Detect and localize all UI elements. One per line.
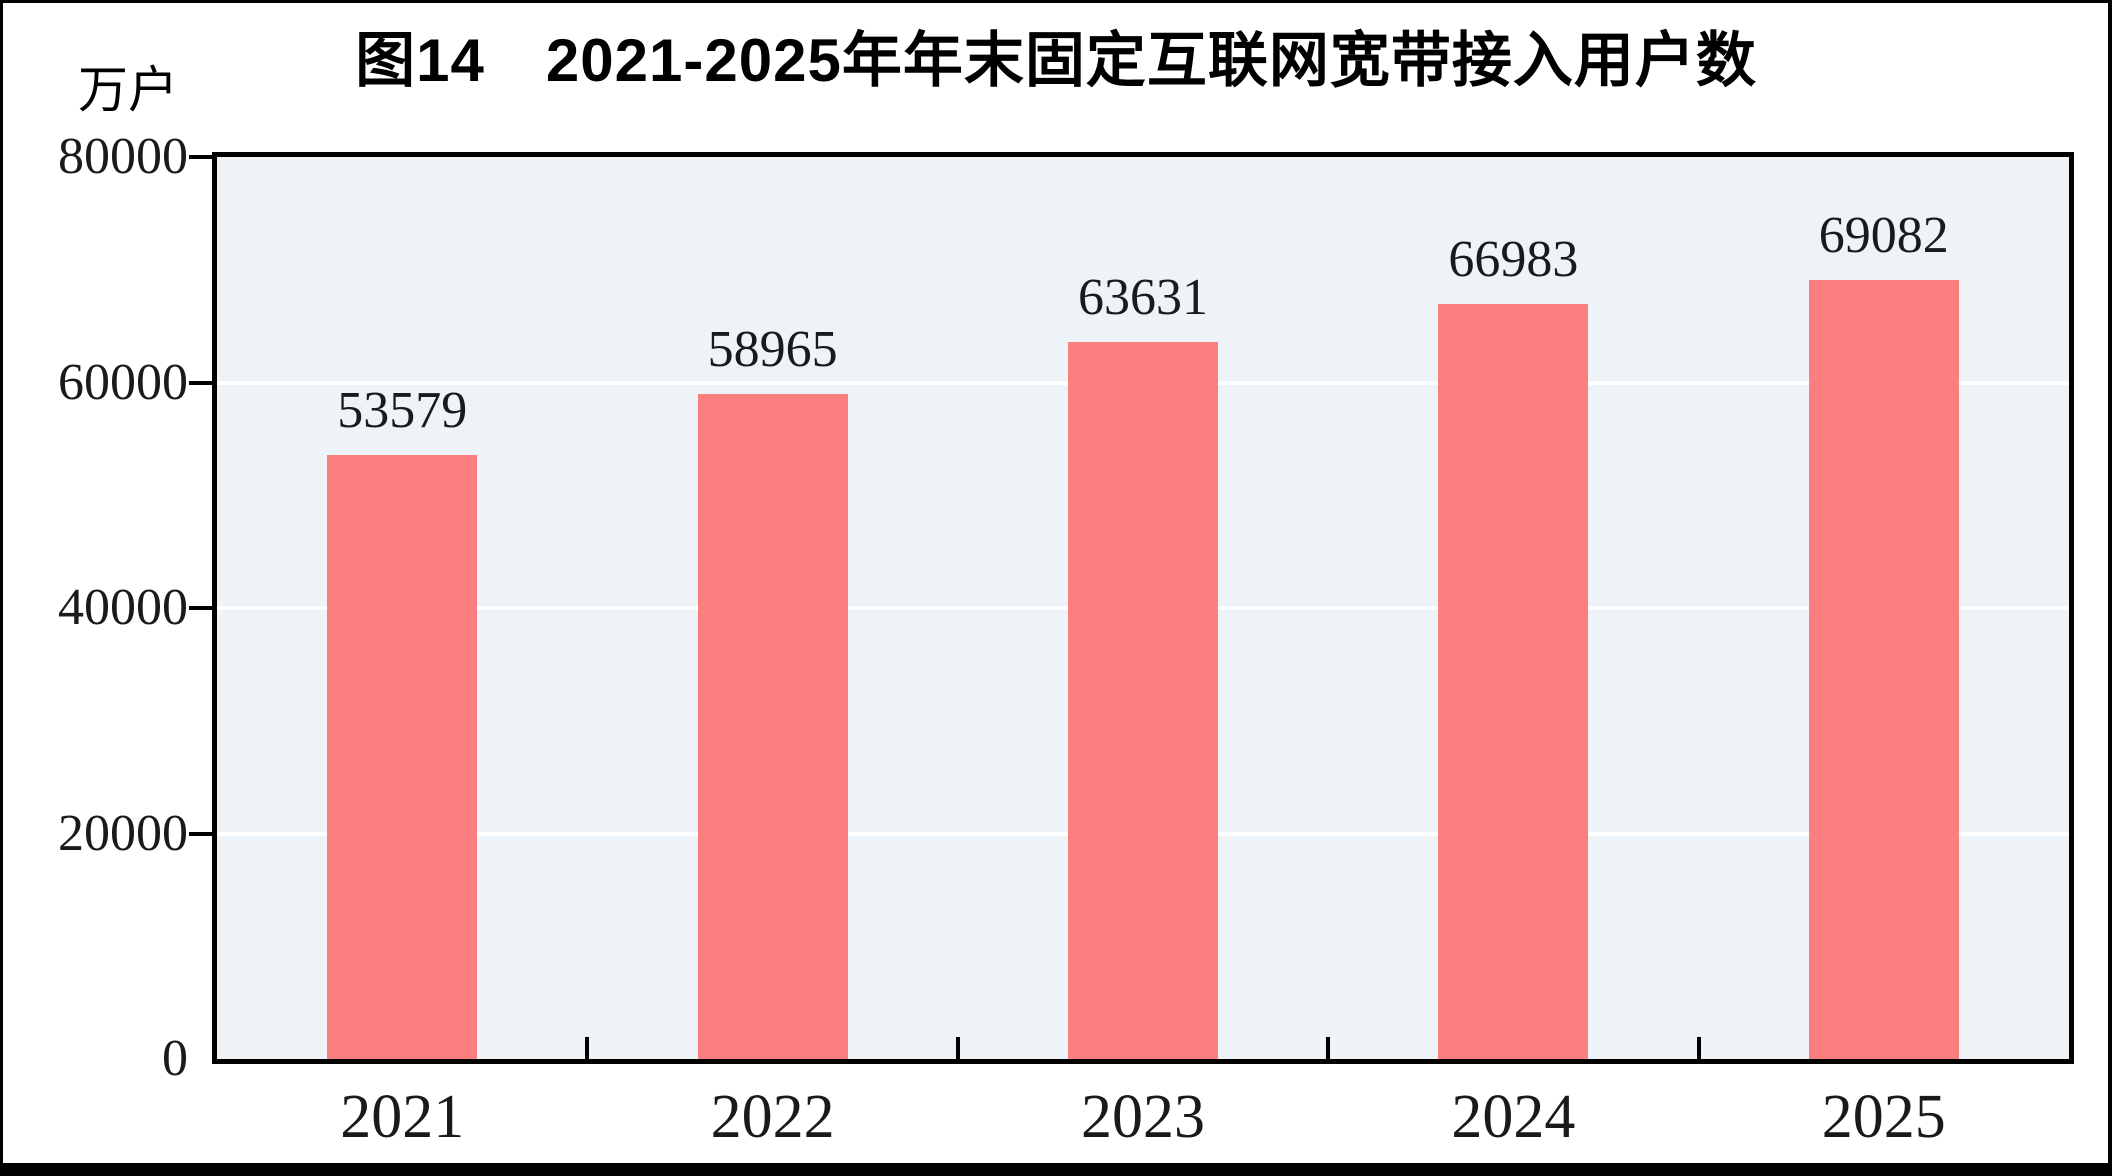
y-axis-tick-80000 [189,155,212,159]
chart-title: 图14 2021-2025年年末固定互联网宽带接入用户数 [355,27,1757,94]
x-axis-tick-2 [955,1037,960,1059]
bar-2023 [1068,341,1218,1059]
y-axis-unit-label: 万户 [78,62,178,118]
y-tick-label-20000: 20000 [58,804,188,862]
x-category-label-2021: 2021 [340,1083,465,1151]
x-category-label-2025: 2025 [1821,1083,1946,1151]
page-border-right [2108,0,2112,1176]
x-category-label-2024: 2024 [1451,1083,1576,1151]
bar-2021 [327,454,478,1059]
bar-value-label-2023: 63631 [1078,268,1208,326]
bar-2025 [1808,280,1959,1059]
y-tick-label-80000: 80000 [58,128,188,185]
y-axis-tick-60000 [189,380,212,385]
y-tick-label-60000: 60000 [58,353,188,411]
y-axis-tick-20000 [189,831,212,836]
bar-value-label-2022: 58965 [707,321,838,379]
y-axis-tick-40000 [189,606,212,610]
page-border-left [0,0,3,1176]
x-axis-tick-3 [1326,1037,1331,1059]
x-axis-tick-1 [585,1037,590,1059]
bar-value-label-2024: 66983 [1448,230,1579,288]
bar-value-label-2025: 69082 [1818,207,1949,265]
page-border-top [0,0,2112,3]
bar-2024 [1438,303,1589,1059]
y-tick-label-0: 0 [162,1030,188,1087]
page-border-bottom [0,1163,2112,1176]
x-category-label-2023: 2023 [1081,1083,1205,1151]
x-category-label-2022: 2022 [710,1083,835,1151]
bar-value-label-2021: 53579 [337,381,468,439]
plot-area: 53579 58965 63631 66983 69082 [212,152,2074,1064]
y-tick-label-40000: 40000 [58,579,188,636]
bar-2022 [697,394,848,1059]
x-axis-tick-4 [1696,1037,1701,1059]
